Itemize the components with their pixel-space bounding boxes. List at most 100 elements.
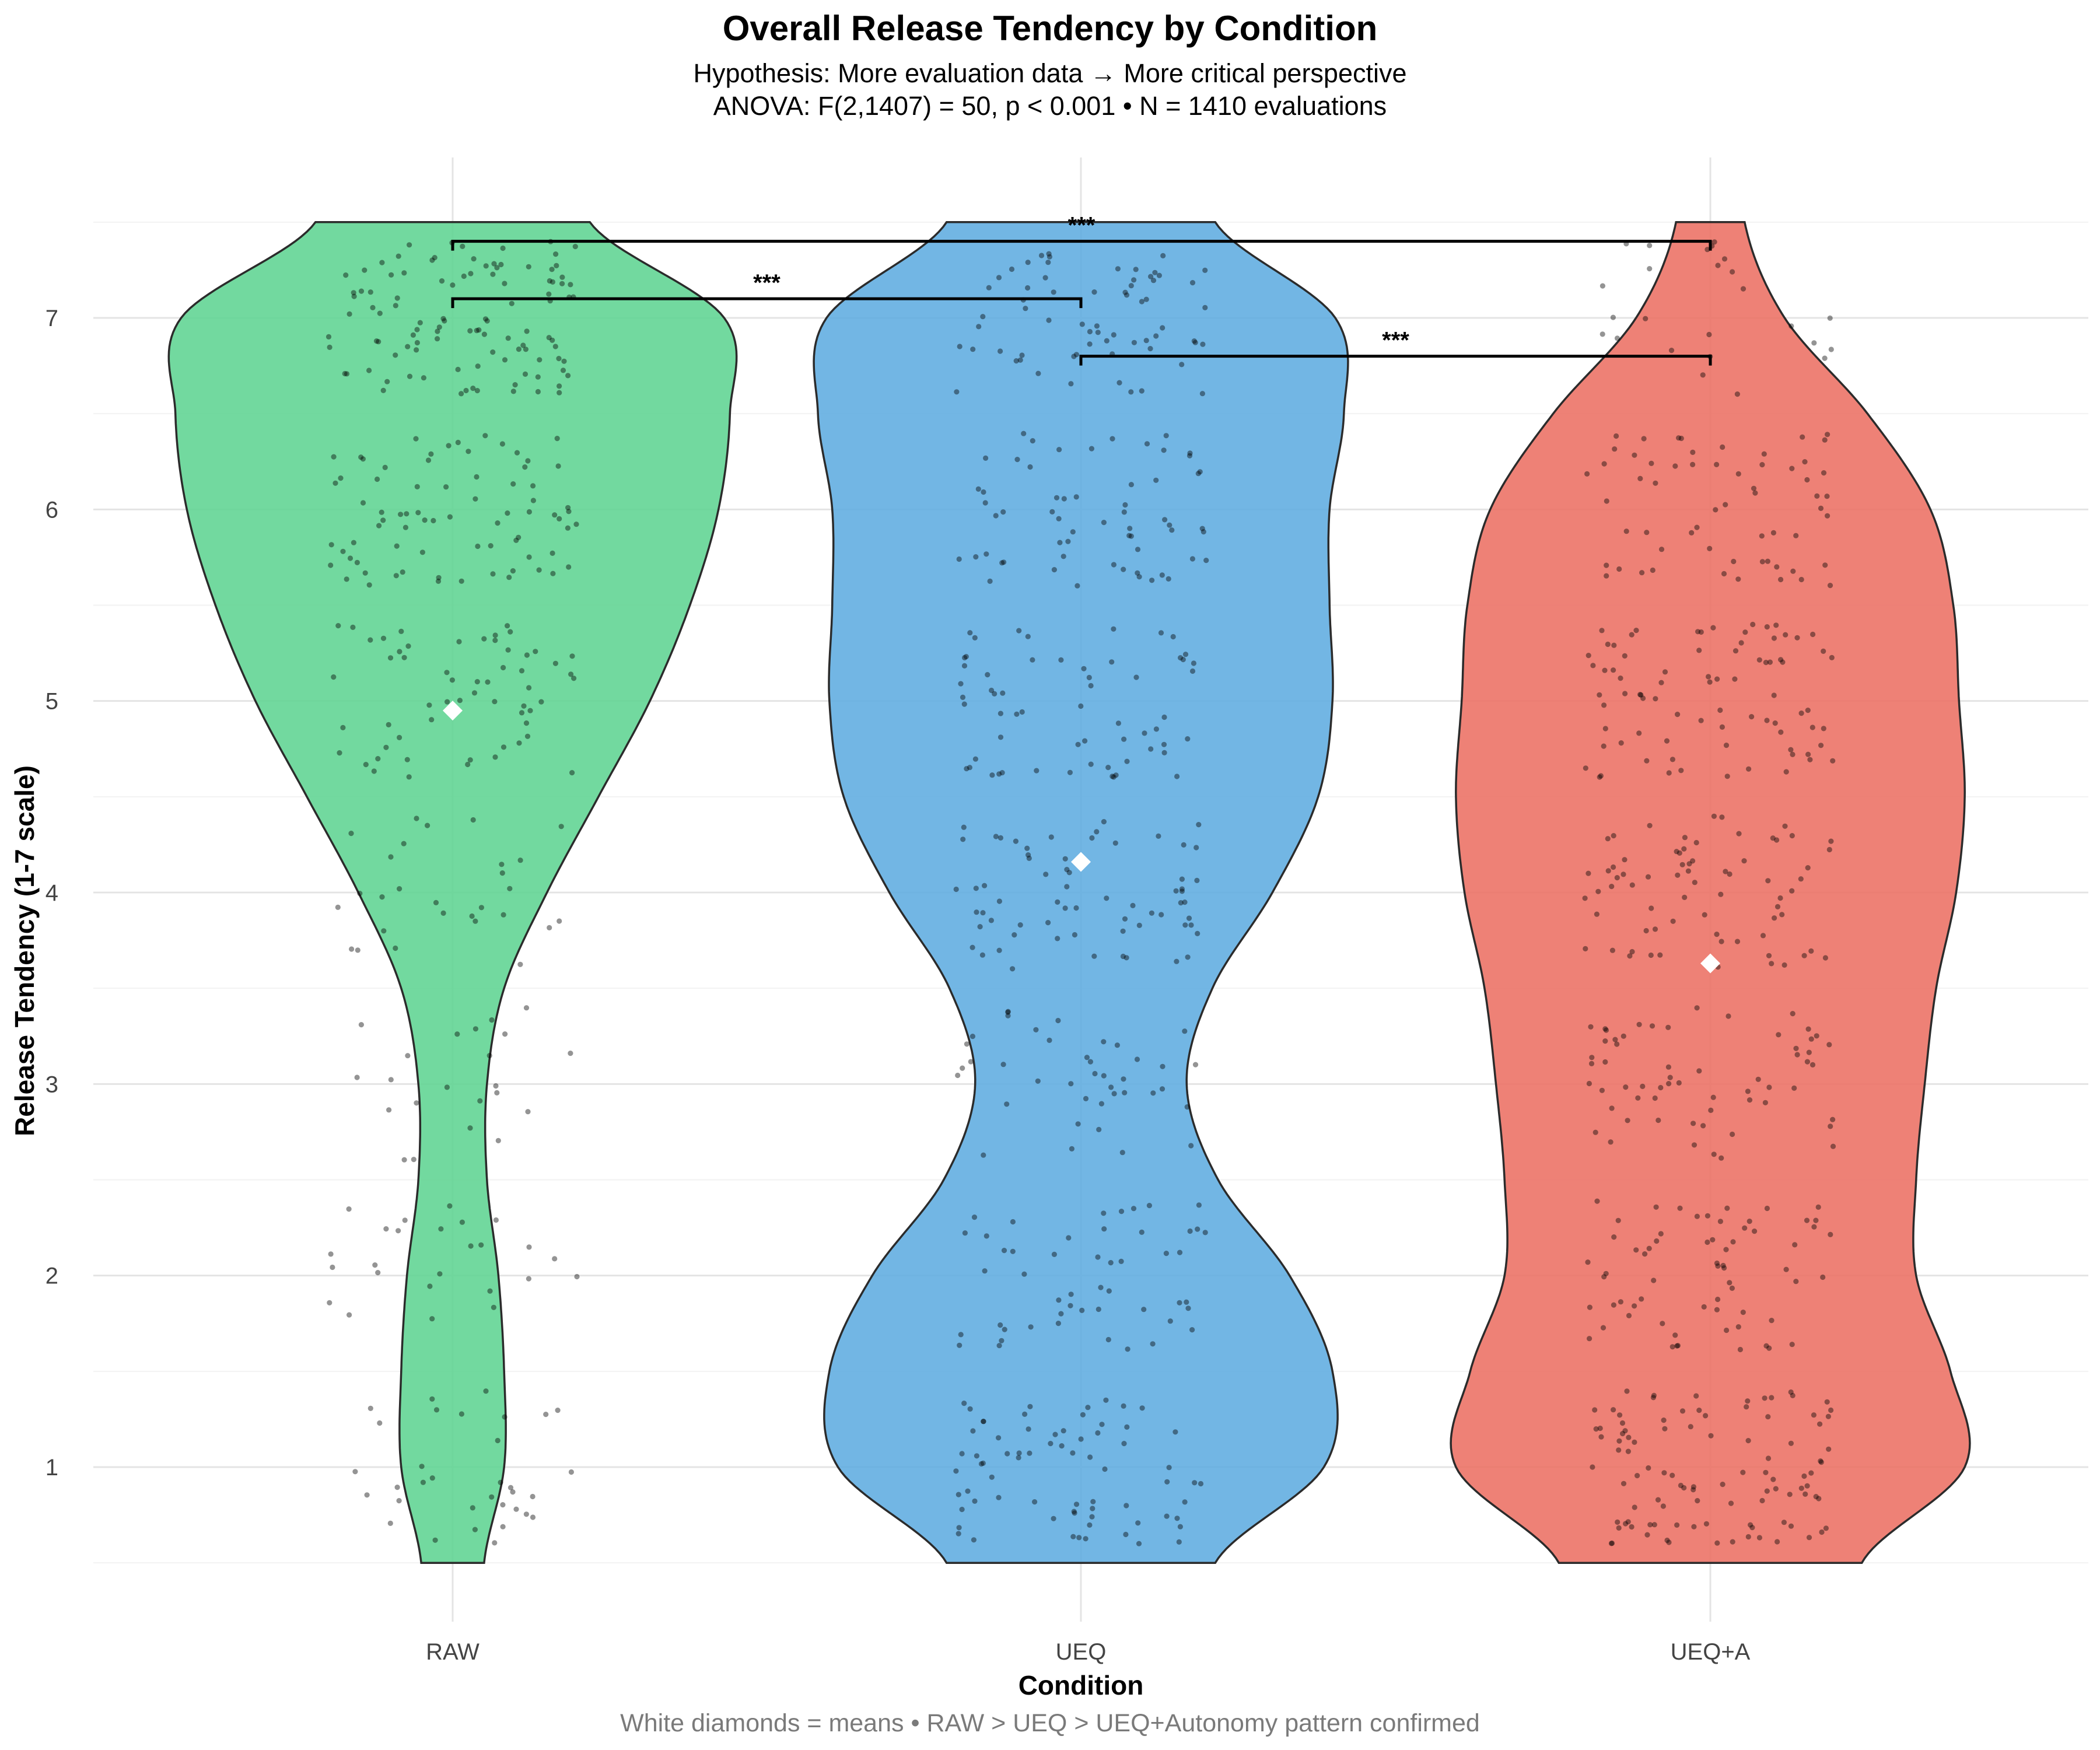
data-point — [1095, 1430, 1101, 1436]
data-point — [1611, 667, 1616, 673]
data-point — [1714, 461, 1720, 468]
data-point — [967, 630, 973, 636]
data-point — [1028, 1324, 1034, 1330]
data-point — [374, 476, 380, 482]
data-point — [1026, 1426, 1031, 1432]
data-point — [1734, 391, 1740, 397]
data-point — [1811, 1224, 1817, 1230]
data-point — [1071, 1508, 1077, 1514]
data-point — [1598, 773, 1604, 779]
data-point — [1794, 1052, 1800, 1058]
data-point — [1139, 1229, 1144, 1235]
data-point — [568, 1469, 575, 1475]
data-point — [1657, 952, 1663, 958]
data-point — [396, 1498, 402, 1504]
data-point — [447, 1203, 453, 1209]
data-point — [1658, 1231, 1664, 1237]
data-point — [1172, 1429, 1178, 1435]
data-point — [1828, 838, 1834, 844]
data-point — [1128, 482, 1134, 488]
data-point — [405, 643, 411, 649]
data-point — [1737, 1346, 1743, 1353]
data-point — [1192, 1062, 1199, 1068]
data-point — [1060, 554, 1066, 559]
data-point — [346, 1312, 352, 1318]
data-point — [474, 679, 480, 685]
data-point — [1668, 348, 1675, 354]
data-point — [505, 335, 511, 341]
data-point — [1813, 1494, 1819, 1500]
data-point — [1149, 578, 1155, 583]
data-point — [554, 262, 559, 268]
data-point — [1815, 1204, 1821, 1210]
data-point — [380, 517, 386, 523]
data-point — [1189, 280, 1196, 286]
data-point — [1048, 834, 1054, 840]
data-point — [1174, 774, 1180, 779]
data-point — [1712, 239, 1717, 245]
data-point — [1819, 1529, 1825, 1535]
data-point — [1056, 1297, 1062, 1303]
data-point — [1065, 538, 1071, 544]
data-point — [1632, 1439, 1637, 1445]
data-point — [1600, 283, 1605, 289]
data-point — [343, 272, 349, 278]
data-point — [327, 1300, 332, 1306]
data-point — [1765, 1414, 1771, 1420]
data-point — [419, 550, 426, 555]
data-point — [1810, 724, 1815, 730]
data-point — [957, 1342, 963, 1348]
data-point — [1782, 823, 1788, 829]
data-point — [351, 540, 357, 545]
data-point — [1146, 1203, 1152, 1209]
data-point — [1666, 1081, 1672, 1087]
data-point — [958, 681, 964, 687]
data-point — [425, 822, 430, 828]
data-point — [971, 1537, 977, 1543]
data-point — [1622, 691, 1628, 696]
data-point — [468, 271, 474, 276]
data-point — [351, 290, 356, 296]
data-point — [435, 328, 440, 334]
data-point — [1016, 628, 1022, 634]
data-point — [1072, 1510, 1077, 1516]
data-point — [426, 702, 432, 708]
data-point — [1195, 930, 1200, 936]
data-point — [1745, 1088, 1751, 1094]
data-point — [1730, 1131, 1735, 1138]
data-point — [1026, 855, 1032, 861]
data-point — [1698, 718, 1704, 723]
data-point — [1670, 1344, 1675, 1350]
data-point — [1766, 953, 1772, 958]
data-point — [1161, 447, 1167, 453]
data-point — [526, 264, 531, 270]
data-point — [1182, 922, 1188, 928]
data-point — [1738, 640, 1744, 646]
data-point — [482, 433, 488, 439]
data-point — [429, 1396, 435, 1402]
data-point — [1620, 1480, 1627, 1486]
data-point — [1121, 509, 1127, 515]
data-point — [1612, 1037, 1618, 1042]
data-point — [1634, 1473, 1640, 1479]
data-point — [1726, 1013, 1731, 1019]
data-point — [1693, 839, 1699, 846]
data-point — [1027, 1450, 1032, 1456]
data-point — [1811, 1412, 1817, 1418]
data-point — [1110, 774, 1115, 779]
data-point — [1166, 576, 1171, 582]
data-point — [491, 261, 497, 267]
data-point — [346, 311, 352, 317]
data-point — [525, 458, 531, 464]
data-point — [1071, 354, 1077, 359]
data-point — [1198, 1480, 1204, 1487]
data-point — [573, 522, 579, 527]
data-point — [1798, 576, 1804, 583]
data-point — [493, 1217, 499, 1223]
chart-subtitle-anova: ANOVA: F(2,1407) = 50, p < 0.001 • N = 1… — [713, 91, 1387, 121]
data-point — [1052, 1432, 1058, 1437]
data-point — [1098, 1284, 1104, 1290]
data-point — [514, 450, 520, 456]
data-point — [1704, 1213, 1710, 1219]
data-point — [510, 481, 516, 487]
